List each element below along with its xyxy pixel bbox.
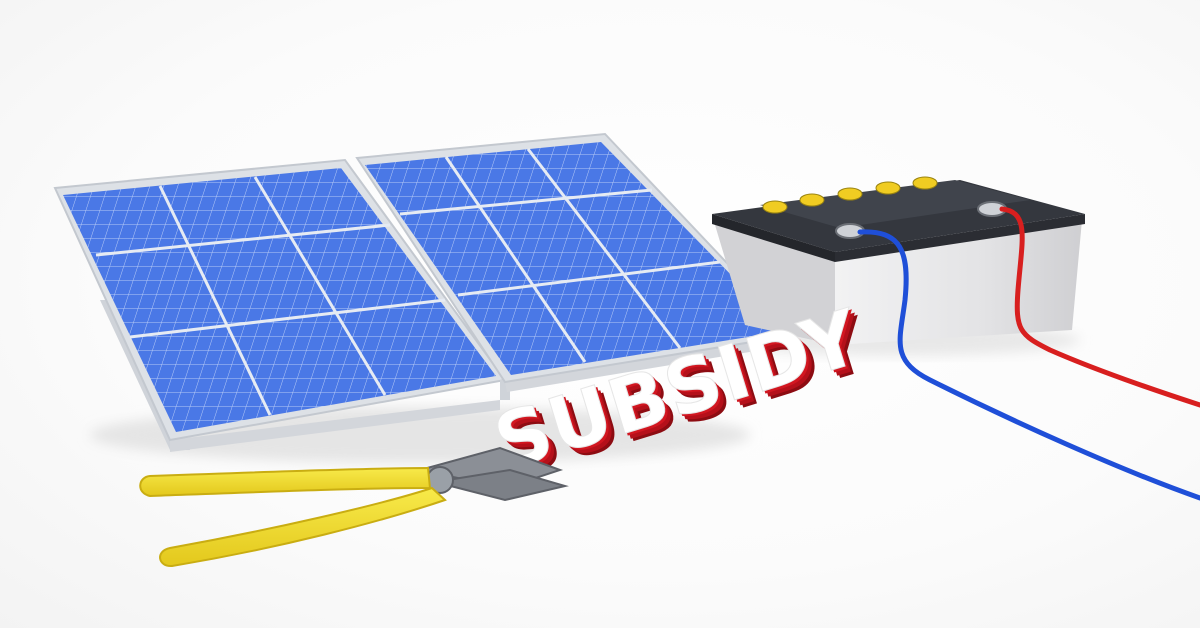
battery-caps <box>762 176 938 214</box>
panel-cells <box>63 168 496 432</box>
pliers <box>139 446 569 568</box>
solar-panel-left <box>53 158 507 452</box>
blue-cable <box>857 229 1200 501</box>
battery-side <box>715 225 835 345</box>
red-cable <box>999 206 1200 408</box>
solar-panel-right <box>355 132 798 400</box>
panel-base-rail <box>170 400 500 452</box>
panel-base-rail <box>505 335 792 392</box>
panel-cells <box>365 142 786 375</box>
pliers-handle-bottom <box>159 486 447 568</box>
pliers-handle-top <box>139 466 432 498</box>
